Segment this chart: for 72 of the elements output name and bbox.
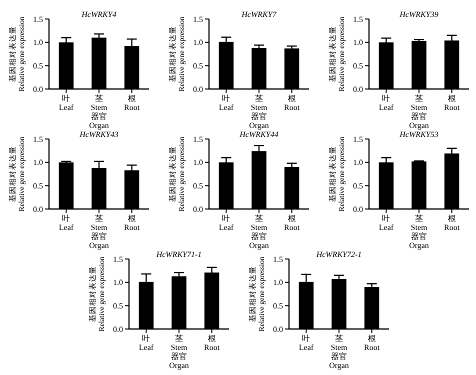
x-tick-label: 根 Root [124,94,140,112]
x-axis-title: 器官 Organ [409,232,429,250]
y-tick-label: 1.0 [33,158,43,168]
y-tick-label: 0.0 [353,204,363,214]
y-tick-label: 0.5 [33,61,43,70]
x-tick-label: 叶 Leaf [218,214,234,232]
y-tick-label: 1.5 [193,14,203,24]
x-tick-label: 根 Root [204,334,220,352]
y-tick-label: 0.5 [273,301,283,310]
x-tick-label: 叶 Leaf [218,94,234,112]
y-tick-label: 0.5 [353,61,363,70]
x-tick-label: 茎 Stem [330,334,348,352]
y-tick-label: 0.0 [193,84,203,94]
y-tick-label: 1.5 [113,254,123,264]
y-tick-label: 0.5 [113,301,123,310]
y-tick-label: 0.0 [33,204,43,214]
x-tick-label: 茎 Stem [170,334,188,352]
x-tick-label: 茎 Stem [410,94,428,112]
x-tick-label: 叶 Leaf [378,94,394,112]
x-tick-label: 根 Root [444,214,460,232]
x-tick-label: 根 Root [284,94,300,112]
y-tick-label: 0.0 [113,324,123,334]
chart-title: HcWRKY7 [240,10,278,19]
x-tick-label: 茎 Stem [250,214,268,232]
y-tick-label: 0.0 [193,204,203,214]
x-tick-label: 叶 Leaf [138,334,154,352]
x-axis-title: 器官 Organ [249,112,269,130]
y-tick-label: 1.0 [193,158,203,168]
x-axis-title: 器官 Organ [89,112,109,130]
x-axis-title: 器官 Organ [89,232,109,250]
x-tick-label: 叶 Leaf [298,334,314,352]
chart-title: HcWRKY39 [398,10,438,19]
y-tick-label: 1.0 [353,38,363,48]
y-tick-label: 1.5 [33,14,43,24]
y-tick-label: 1.5 [193,134,203,144]
x-tick-label: 叶 Leaf [58,94,74,112]
chart-title: HcWRKY53 [398,130,438,139]
y-tick-label: 0.5 [193,61,203,70]
y-tick-label: 1.5 [273,254,283,264]
chart-title: HcWRKY71-1 [155,250,202,259]
chart-title: HcWRKY4 [80,10,116,19]
x-tick-label: 根 Root [284,214,300,232]
y-tick-label: 0.0 [33,84,43,94]
x-tick-label: 叶 Leaf [58,214,74,232]
x-axis-title: 器官 Organ [169,352,189,370]
y-tick-label: 1.0 [193,38,203,48]
y-tick-label: 1.5 [353,134,363,144]
y-tick-label: 1.0 [33,38,43,48]
x-axis-title: 器官 Organ [249,232,269,250]
x-tick-label: 茎 Stem [410,214,428,232]
chart-title: HcWRKY44 [238,130,278,139]
y-tick-label: 0.5 [33,181,43,190]
y-tick-label: 0.0 [353,84,363,94]
y-tick-label: 1.0 [273,278,283,288]
x-tick-label: 叶 Leaf [378,214,394,232]
x-tick-label: 茎 Stem [250,94,268,112]
x-axis-title: 器官 Organ [329,352,349,370]
y-tick-label: 0.0 [273,324,283,334]
x-tick-label: 根 Root [364,334,380,352]
x-axis-title: 器官 Organ [409,112,429,130]
y-tick-label: 0.5 [193,181,203,190]
y-tick-label: 1.0 [113,278,123,288]
x-tick-label: 茎 Stem [90,214,108,232]
x-tick-label: 茎 Stem [90,94,108,112]
x-tick-label: 根 Root [444,94,460,112]
y-tick-label: 1.5 [33,134,43,144]
y-tick-label: 1.0 [353,158,363,168]
chart-title: HcWRKY43 [78,130,118,139]
y-tick-label: 0.5 [353,181,363,190]
y-tick-label: 1.5 [353,14,363,24]
chart-title: HcWRKY72-1 [315,250,362,259]
x-tick-label: 根 Root [124,214,140,232]
